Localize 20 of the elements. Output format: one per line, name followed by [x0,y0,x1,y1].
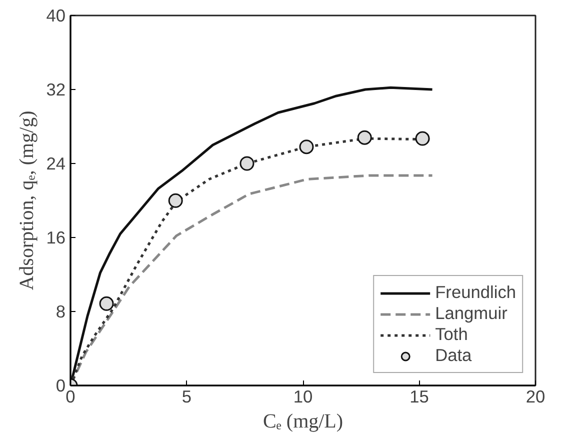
legend-label: Langmuir [435,303,508,324]
legend-label: Data [435,345,472,366]
point [168,193,183,208]
y-tick-label: 24 [46,154,66,174]
legend-label: Toth [435,324,468,345]
point [415,131,430,146]
x-tick-label: 15 [410,386,429,406]
x-axis-title: Cₑ (mg/L) [262,410,344,432]
y-tick-label: 40 [46,6,66,26]
point [240,156,254,171]
x-tick-label: 5 [182,386,192,406]
point [299,140,314,154]
legend-label: Freundlich [435,282,516,303]
x-tick-label: 10 [293,386,313,406]
y-axis-title: Adsorption, qₑ, (mg/g) [16,110,38,290]
point [357,130,372,145]
y-tick-label: 32 [46,80,66,100]
y-tick-label: 16 [46,228,66,248]
y-tick-label: 8 [56,302,66,322]
x-tick-label: 20 [526,386,546,406]
